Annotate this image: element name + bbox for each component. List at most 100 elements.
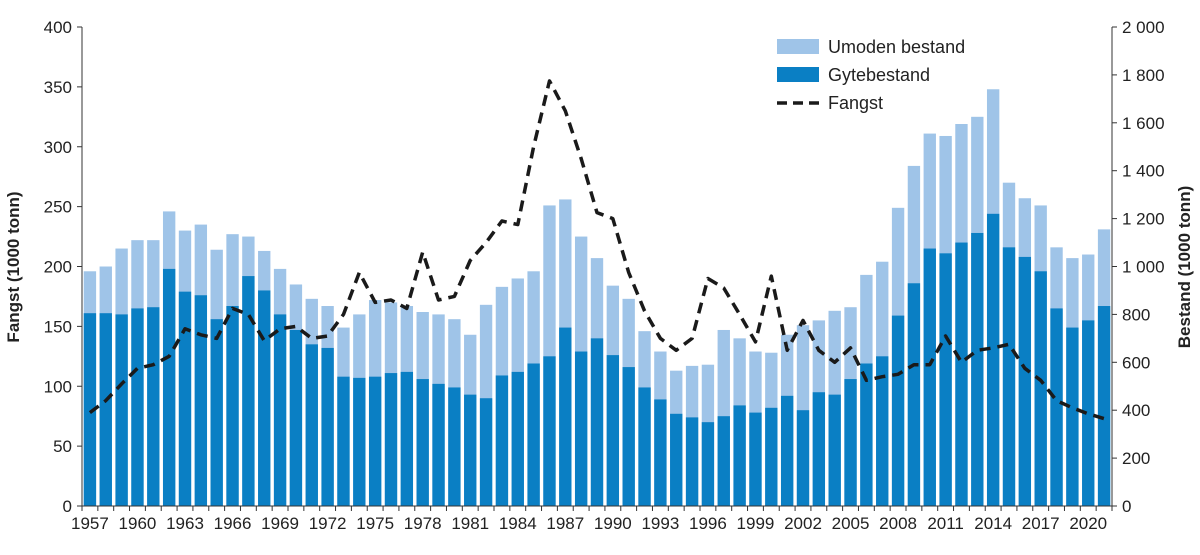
bar-gytebestand-1989 <box>590 338 604 506</box>
bar-gytebestand-1974 <box>353 377 366 506</box>
legend-swatch-umoden <box>777 39 819 54</box>
bar-gytebestand-1957 <box>83 313 97 506</box>
bar-gytebestand-1977 <box>400 371 414 506</box>
bar-gytebestand-1975 <box>368 376 382 506</box>
bar-gytebestand-2016 <box>1018 256 1032 506</box>
x-tick-label: 1957 <box>71 514 109 533</box>
y-left-tick-label: 200 <box>44 258 72 277</box>
x-tick-label: 1993 <box>641 514 679 533</box>
bar-gytebestand-1997 <box>717 416 730 506</box>
y-right-tick-label: 600 <box>1122 353 1150 372</box>
bar-gytebestand-2001 <box>780 395 794 506</box>
y-axis-right-title: Bestand (1000 tonn) <box>1175 186 1194 348</box>
bar-gytebestand-1986 <box>543 356 556 506</box>
legend: Umoden bestand Gytebestand Fangst <box>777 37 965 113</box>
y-right-tick-label: 1 800 <box>1122 66 1165 85</box>
bar-gytebestand-2014 <box>986 213 1000 506</box>
legend-swatch-gytebestand <box>777 67 819 82</box>
bar-gytebestand-1983 <box>495 375 509 506</box>
bar-gytebestand-2018 <box>1050 308 1063 506</box>
y-right-tick-label: 200 <box>1122 449 1150 468</box>
x-tick-label: 1981 <box>451 514 489 533</box>
bar-gytebestand-2020 <box>1082 320 1095 506</box>
x-tick-label: 2014 <box>974 514 1012 533</box>
bar-gytebestand-2021 <box>1097 306 1111 506</box>
legend-label-gytebestand: Gytebestand <box>828 65 930 85</box>
y-left-tick-label: 150 <box>44 317 72 336</box>
bar-gytebestand-1999 <box>749 412 762 506</box>
bar-gytebestand-1967 <box>242 276 255 506</box>
y-left-tick-label: 50 <box>53 437 72 456</box>
bar-gytebestand-1969 <box>273 314 287 506</box>
x-tick-label: 1963 <box>166 514 204 533</box>
bar-gytebestand-2007 <box>876 356 889 506</box>
bar-gytebestand-1961 <box>147 307 160 506</box>
bar-gytebestand-1959 <box>115 314 128 506</box>
bar-gytebestand-2010 <box>923 248 936 506</box>
bar-gytebestand-2004 <box>828 394 841 506</box>
bar-gytebestand-1993 <box>654 399 667 506</box>
bar-gytebestand-1996 <box>701 422 715 506</box>
x-tick-label: 1978 <box>404 514 442 533</box>
x-tick-label: 2002 <box>784 514 822 533</box>
bar-gytebestand-1982 <box>479 398 493 506</box>
bar-gytebestand-1991 <box>622 367 635 506</box>
bar-gytebestand-1963 <box>178 291 192 506</box>
y-left-tick-label: 0 <box>63 497 72 516</box>
bar-gytebestand-1973 <box>337 376 350 506</box>
bar-gytebestand-1958 <box>99 313 112 506</box>
x-tick-label: 1996 <box>689 514 727 533</box>
bar-gytebestand-2008 <box>891 315 905 506</box>
x-tick-label: 1999 <box>737 514 775 533</box>
y-left-tick-label: 250 <box>44 198 72 217</box>
bar-gytebestand-2000 <box>765 407 778 506</box>
y-right-tick-label: 1 600 <box>1122 114 1165 133</box>
x-tick-label: 1987 <box>546 514 584 533</box>
y-right-tick-label: 0 <box>1122 497 1131 516</box>
bar-gytebestand-2003 <box>812 392 826 506</box>
legend-label-fangst: Fangst <box>828 93 883 113</box>
bar-gytebestand-1970 <box>289 329 303 506</box>
x-tick-label: 1984 <box>499 514 537 533</box>
bar-gytebestand-2012 <box>955 242 968 507</box>
y-left-tick-label: 350 <box>44 78 72 97</box>
bar-gytebestand-2002 <box>796 410 810 506</box>
fangst-line <box>88 79 1105 421</box>
bars-group <box>83 89 1111 507</box>
y-right-tick-label: 1 400 <box>1122 162 1165 181</box>
bar-gytebestand-1987 <box>559 327 572 506</box>
bar-gytebestand-1985 <box>527 363 540 506</box>
y-right-tick-label: 1 200 <box>1122 210 1165 229</box>
bar-gytebestand-1966 <box>226 306 239 506</box>
bar-gytebestand-1980 <box>448 387 461 506</box>
y-left-tick-label: 100 <box>44 377 72 396</box>
x-tick-label: 1960 <box>119 514 157 533</box>
x-tick-label: 2005 <box>832 514 870 533</box>
bar-gytebestand-1972 <box>321 347 334 506</box>
bar-gytebestand-1965 <box>210 319 223 506</box>
ticks-group: 0 50 100 150 200 250 300 350 400 0 200 400 600 800 1 0… <box>44 18 1165 533</box>
y-left-tick-label: 300 <box>44 138 72 157</box>
x-tick-label: 2017 <box>1022 514 1060 533</box>
bar-gytebestand-2019 <box>1066 327 1079 506</box>
x-tick-label: 1975 <box>356 514 394 533</box>
y-axis-left-title: Fangst (1000 tonn) <box>4 191 23 342</box>
bar-gytebestand-2009 <box>907 283 921 506</box>
bar-gytebestand-1995 <box>685 417 699 506</box>
bar-gytebestand-1964 <box>194 295 208 506</box>
bar-gytebestand-2011 <box>939 253 952 506</box>
x-tick-label: 1969 <box>261 514 299 533</box>
bar-gytebestand-2013 <box>971 232 984 506</box>
bar-gytebestand-2015 <box>1002 247 1016 506</box>
x-tick-label: 2011 <box>927 514 964 533</box>
y-right-tick-label: 800 <box>1122 305 1150 324</box>
bar-gytebestand-2005 <box>844 379 857 506</box>
x-tick-label: 2008 <box>879 514 917 533</box>
bar-gytebestand-1994 <box>670 413 683 506</box>
y-right-tick-label: 1 000 <box>1122 258 1165 277</box>
bar-gytebestand-1992 <box>638 387 651 506</box>
bar-gytebestand-1960 <box>131 308 144 506</box>
bar-gytebestand-1976 <box>384 373 398 506</box>
bar-gytebestand-1971 <box>305 344 318 506</box>
